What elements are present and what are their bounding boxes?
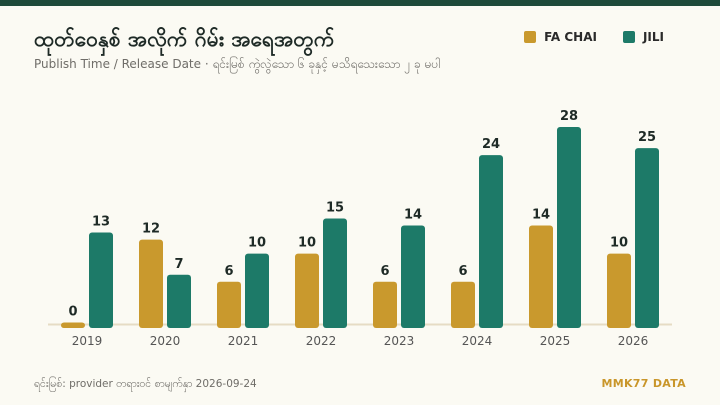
bar-jili-2024 [479, 155, 503, 328]
bar-fa-chai-2024 [451, 281, 475, 328]
legend-label-fa-chai: FA CHAI [544, 30, 597, 44]
bar-value-label-fa-chai-2021: 6 [224, 264, 233, 279]
bar-value-label-jili-2019: 13 [92, 215, 110, 230]
bar-fa-chai-2026 [607, 253, 631, 328]
legend-item-jili: JILI [622, 30, 664, 44]
x-tick-label-2022: 2022 [306, 334, 337, 348]
bar-jili-2020 [167, 274, 191, 328]
bar-value-label-jili-2021: 10 [248, 236, 266, 251]
bar-fa-chai-2020 [139, 239, 163, 328]
bar-fa-chai-2021 [217, 281, 241, 328]
x-tick-label-2025: 2025 [540, 334, 571, 348]
chart-title: ထုတ်ဝေနှစ် အလိုက် ဂိမ်း အရေအတွက် [34, 27, 335, 51]
bar-value-label-jili-2023: 14 [404, 208, 422, 223]
chart-header: ထုတ်ဝေနှစ် အလိုက် ဂိမ်း အရေအတွက် Publish… [34, 24, 504, 74]
bar-value-label-fa-chai-2019: 0 [68, 305, 77, 320]
chart-legend: FA CHAI JILI [524, 30, 664, 44]
bar-value-label-fa-chai-2020: 12 [142, 222, 160, 237]
bar-value-label-jili-2024: 24 [482, 137, 500, 152]
bar-jili-2023 [401, 225, 425, 328]
bar-value-label-jili-2025: 28 [560, 109, 578, 124]
bar-jili-2021 [245, 253, 269, 328]
bar-fa-chai-2025 [529, 225, 553, 328]
bar-value-label-fa-chai-2022: 10 [298, 236, 316, 251]
bar-fa-chai-2019 [61, 322, 85, 328]
x-tick-label-2026: 2026 [618, 334, 649, 348]
legend-label-jili: JILI [642, 30, 664, 44]
legend-swatch-fa-chai [524, 31, 537, 43]
legend-item-fa-chai: FA CHAI [524, 30, 597, 44]
bar-value-label-fa-chai-2025: 14 [532, 208, 550, 223]
bar-jili-2026 [635, 148, 659, 328]
bar-value-label-jili-2026: 25 [638, 130, 656, 145]
x-tick-label-2024: 2024 [462, 334, 493, 348]
bar-value-label-jili-2022: 15 [326, 200, 344, 215]
bar-jili-2022 [323, 218, 347, 328]
x-tick-label-2023: 2023 [384, 334, 415, 348]
bar-value-label-jili-2020: 7 [174, 257, 183, 272]
footer-brand: MMK77 DATA [601, 377, 686, 390]
bar-jili-2025 [557, 127, 581, 328]
bar-value-label-fa-chai-2026: 10 [610, 236, 628, 251]
bar-jili-2019 [89, 232, 113, 328]
bar-fa-chai-2023 [373, 281, 397, 328]
footer-source: ရင်းမြစ်: provider တရားဝင် စာမျက်နှာ 202… [34, 378, 257, 390]
x-tick-label-2021: 2021 [228, 334, 259, 348]
top-accent-bar [0, 0, 720, 6]
bar-value-label-fa-chai-2023: 6 [380, 264, 389, 279]
x-tick-label-2020: 2020 [150, 334, 181, 348]
bar-fa-chai-2022 [295, 253, 319, 328]
x-tick-label-2019: 2019 [72, 334, 103, 348]
bar-value-label-fa-chai-2024: 6 [458, 264, 467, 279]
chart-subtitle: Publish Time / Release Date · ရင်းမြစ် က… [34, 57, 441, 71]
legend-swatch-jili [622, 31, 635, 43]
